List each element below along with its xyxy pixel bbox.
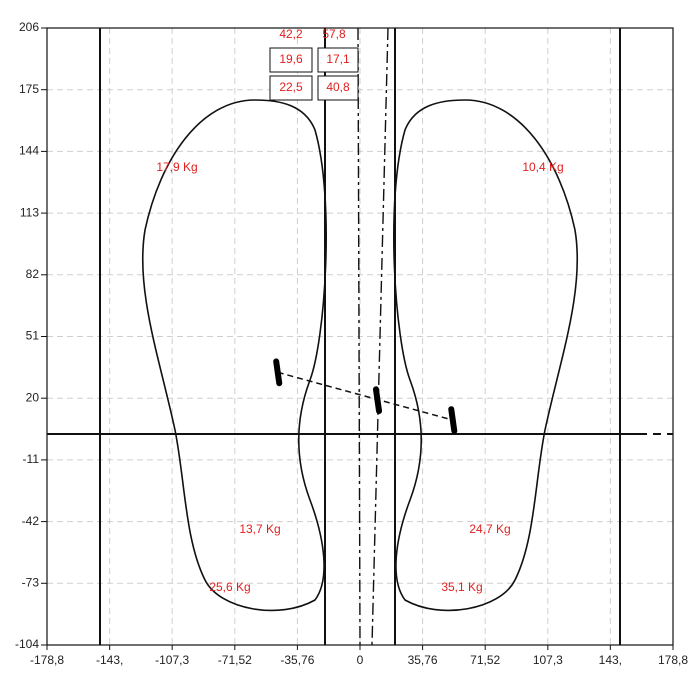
y-tick-label: -73	[22, 575, 40, 589]
x-tick-label: 71,52	[470, 653, 500, 667]
right-foot-outline	[393, 99, 579, 612]
y-tick-label: 20	[26, 390, 40, 404]
y-tick-label: 51	[26, 329, 40, 343]
cop-link	[277, 371, 453, 421]
annotation: 35,1 Kg	[441, 580, 482, 594]
value-box	[269, 47, 313, 73]
annotation: 24,7 Kg	[469, 522, 510, 536]
axis-line	[371, 27, 389, 646]
x-tick-label: 178,8	[658, 653, 688, 667]
x-tick-label: 0	[357, 653, 364, 667]
x-tick-label: 35,76	[408, 653, 438, 667]
cop-point	[273, 358, 283, 387]
annotation: 13,7 Kg	[239, 522, 280, 536]
x-tick-label: -35,76	[280, 653, 314, 667]
y-tick-label: 113	[20, 205, 39, 219]
annotation: 19,6	[279, 52, 303, 66]
cop-point	[448, 406, 458, 434]
x-tick-label: -178,8	[30, 653, 64, 667]
left-foot-outline	[141, 99, 327, 612]
y-tick-label: 206	[19, 20, 39, 34]
value-box	[317, 75, 359, 101]
annotation: 42,2	[279, 27, 303, 41]
y-tick-label: 82	[26, 267, 40, 281]
annotation: 57,8	[322, 27, 346, 41]
value-box	[317, 47, 359, 73]
annotation: 17,1	[326, 52, 350, 66]
annotation: 10,4 Kg	[522, 160, 563, 174]
x-tick-label: -143,	[96, 653, 123, 667]
cop-point	[372, 386, 383, 415]
annotation: 40,8	[326, 80, 350, 94]
value-box	[269, 75, 313, 101]
annotation: 25,6 Kg	[209, 580, 250, 594]
y-tick-label: 144	[19, 144, 39, 158]
x-tick-label: -107,3	[155, 653, 189, 667]
x-tick-label: -71,52	[218, 653, 252, 667]
y-tick-label: 175	[19, 82, 39, 96]
annotation: 17,9 Kg	[156, 160, 197, 174]
y-tick-label: -42	[22, 514, 40, 528]
x-tick-label: 107,3	[533, 653, 563, 667]
y-tick-label: -104	[15, 637, 39, 651]
annotation: 22,5	[279, 80, 303, 94]
center-line	[357, 27, 361, 646]
y-tick-label: -11	[23, 452, 40, 466]
x-tick-label: 143,	[599, 653, 622, 667]
